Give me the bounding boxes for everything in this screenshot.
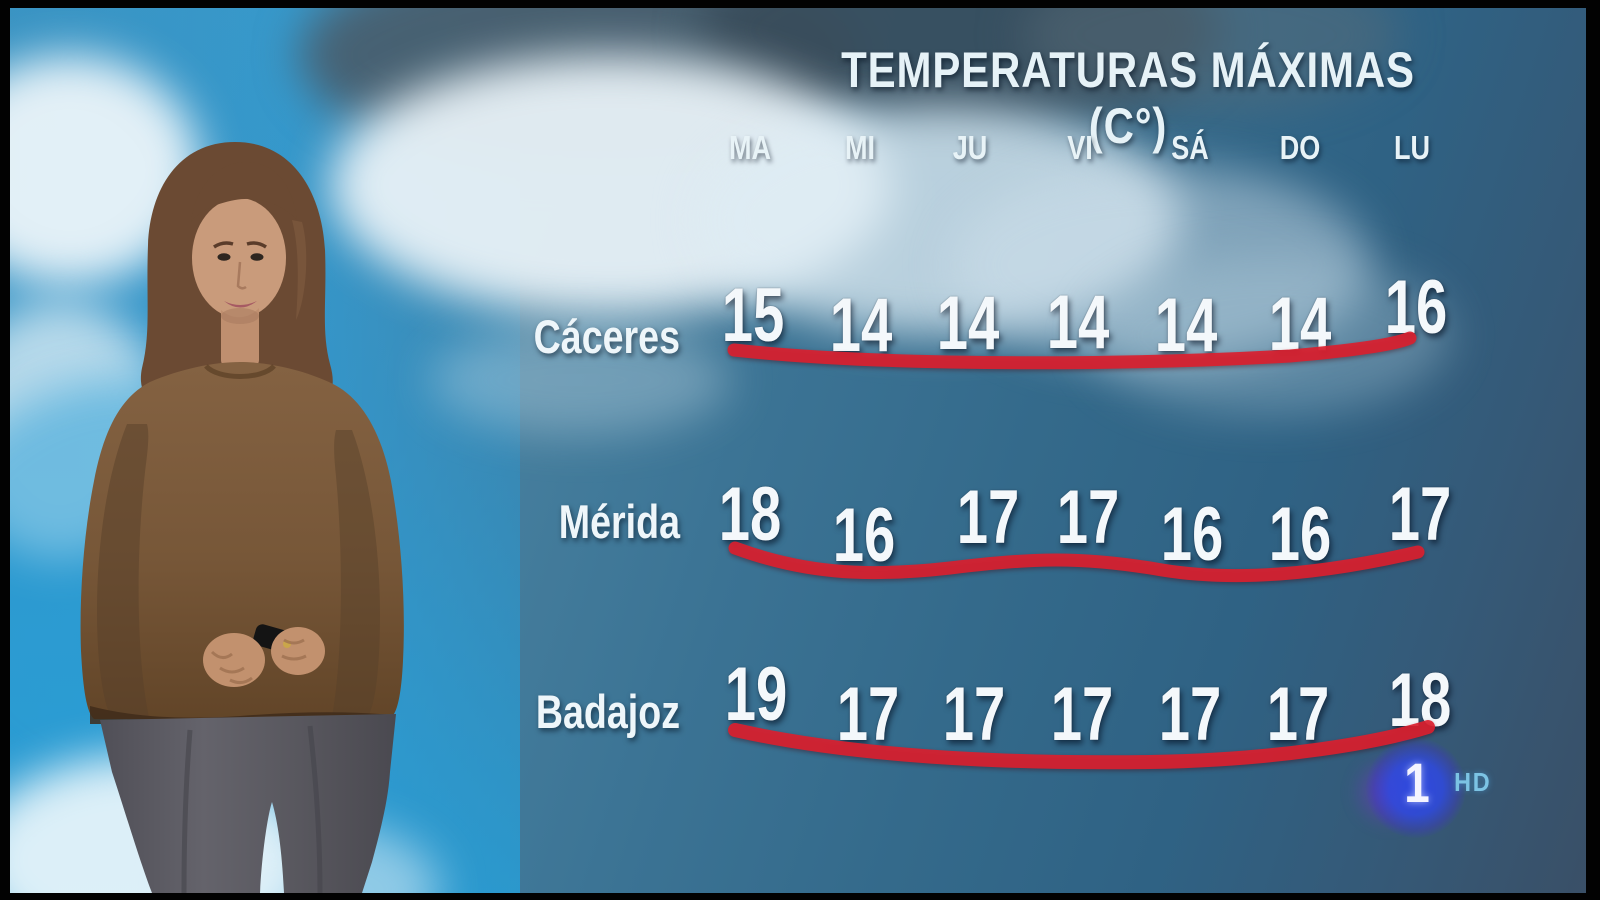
- temp-value: 17: [956, 475, 1020, 560]
- panel-title: TEMPERATURAS MÁXIMAS (C°): [841, 42, 1415, 154]
- channel-logo-number: 1: [1404, 751, 1430, 814]
- temp-value: 16: [1384, 265, 1448, 350]
- temp-value: 17: [1056, 475, 1120, 560]
- day-label-vi: VI: [1067, 129, 1093, 166]
- temp-value: 14: [936, 281, 1000, 366]
- day-label-ju: JU: [952, 129, 988, 166]
- temp-value: 19: [724, 652, 788, 737]
- channel-logo-circle: [1366, 738, 1466, 838]
- cloud-wisp: [430, 325, 730, 435]
- temp-value: 18: [1388, 658, 1452, 743]
- frame-bar-bottom: [0, 893, 1600, 900]
- city-label-caceres: Cáceres: [533, 310, 680, 363]
- temp-value: 16: [1268, 492, 1332, 577]
- temp-value: 17: [1388, 472, 1452, 557]
- temp-value: 15: [721, 273, 785, 358]
- temp-value: 16: [1160, 492, 1224, 577]
- temp-value: 17: [1266, 672, 1330, 757]
- day-label-do: DO: [1279, 129, 1321, 166]
- day-label-lu: LU: [1393, 129, 1431, 166]
- temp-value: 14: [1046, 280, 1110, 365]
- day-label-sa: SÁ: [1171, 129, 1209, 166]
- city-label-merida: Mérida: [558, 495, 680, 548]
- frame-bar-right: [1586, 0, 1600, 900]
- city-label-badajoz: Badajoz: [535, 685, 680, 738]
- frame-bar-top: [0, 0, 1600, 8]
- temp-value: 14: [1268, 282, 1332, 367]
- hd-badge: HD: [1454, 767, 1492, 797]
- temp-value: 17: [1050, 672, 1114, 757]
- temp-value: 14: [829, 283, 893, 368]
- temp-value: 17: [942, 672, 1006, 757]
- day-label-ma: MA: [728, 129, 772, 166]
- day-label-mi: MI: [844, 129, 876, 166]
- temp-value: 17: [836, 672, 900, 757]
- frame-bar-left: [0, 0, 10, 900]
- temp-value: 14: [1154, 283, 1218, 368]
- weather-presenter: [80, 142, 404, 894]
- temp-value: 16: [832, 493, 896, 578]
- temp-value: 18: [718, 472, 782, 557]
- temp-value: 17: [1158, 672, 1222, 757]
